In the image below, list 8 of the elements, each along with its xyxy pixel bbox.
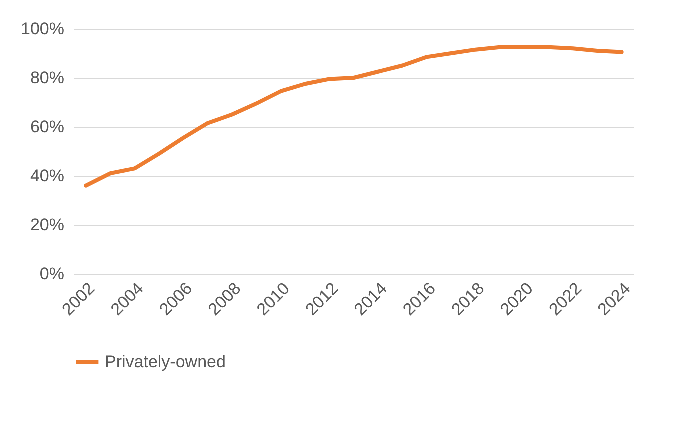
y-tick-label: 60% [30, 118, 64, 136]
y-tick-label: 0% [40, 264, 64, 284]
y-tick-label: 20% [30, 216, 64, 234]
legend-label: Privately-owned [105, 352, 226, 372]
y-tick-label: 80% [30, 68, 64, 88]
y-tick-label: 40% [30, 166, 64, 186]
y-tick-label: 100% [21, 20, 64, 38]
line-series [84, 45, 624, 188]
